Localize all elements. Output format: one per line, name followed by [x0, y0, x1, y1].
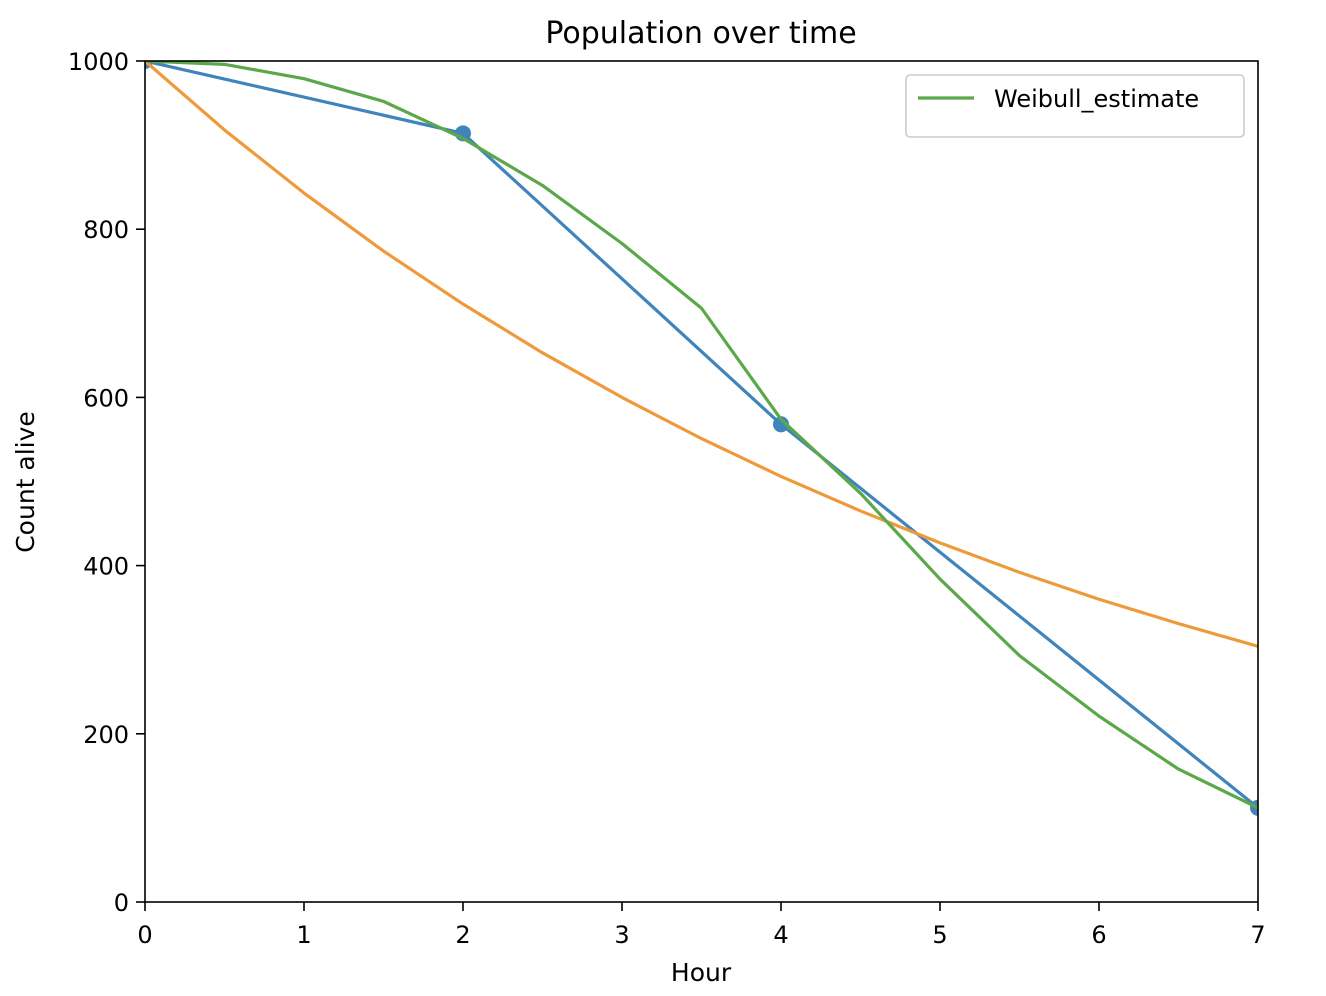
legend-label: Weibull_estimate — [994, 85, 1199, 113]
series-line-series-2 — [145, 61, 1258, 649]
series-line-observed — [145, 61, 1258, 810]
y-tick-label: 1000 — [68, 48, 129, 76]
x-tick-label: 7 — [1250, 921, 1265, 949]
x-axis-label: Hour — [671, 958, 732, 987]
y-tick-label: 0 — [114, 889, 129, 917]
x-tick-label: 4 — [773, 921, 788, 949]
x-tick-label: 5 — [932, 921, 947, 949]
legend-box — [905, 74, 1245, 138]
x-tick-label: 2 — [455, 921, 470, 949]
chart-title: Population over time — [545, 16, 856, 51]
y-tick-label: 600 — [83, 384, 129, 412]
x-tick-label: 6 — [1091, 921, 1106, 949]
plot-frame — [144, 60, 1259, 903]
legend: Weibull_estimate — [905, 74, 1245, 138]
axes: 0 1 2 3 4 5 6 7 0 200 400 600 800 1000 — [68, 48, 1266, 949]
y-tick-label: 200 — [83, 721, 129, 749]
x-tick-label: 1 — [296, 921, 311, 949]
y-tick-label: 400 — [83, 553, 129, 581]
y-tick-label: 800 — [83, 216, 129, 244]
plot-area — [145, 61, 1258, 816]
x-tick-label: 3 — [614, 921, 629, 949]
y-axis-label: Count alive — [11, 411, 40, 553]
x-tick-label: 0 — [137, 921, 152, 949]
series-line-weibull-estimate — [145, 61, 1258, 810]
data-point-marker — [773, 416, 789, 433]
